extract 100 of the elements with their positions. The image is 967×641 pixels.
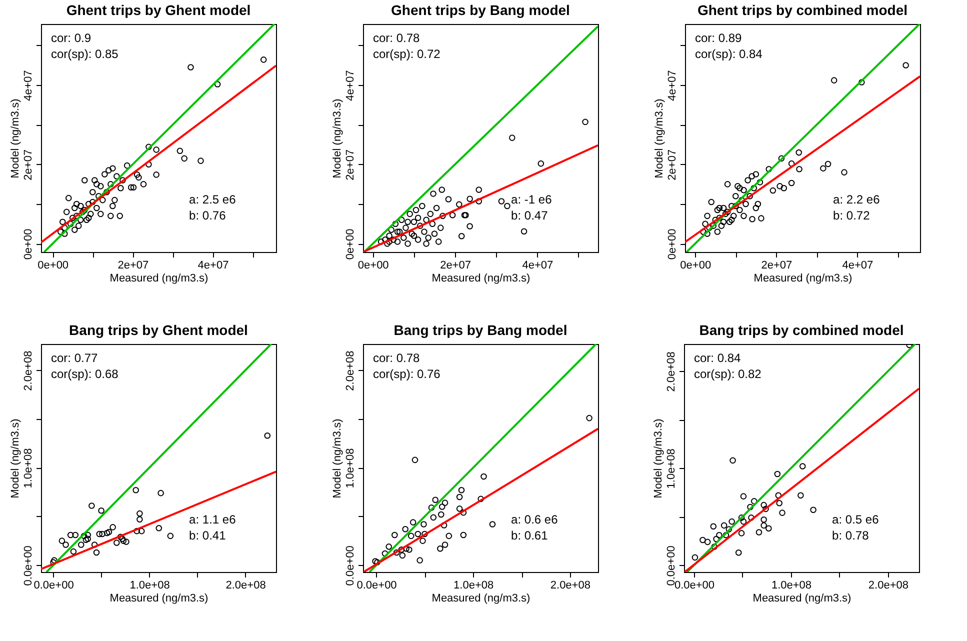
point xyxy=(716,204,723,212)
annotation: cor: 0.78 xyxy=(373,351,420,365)
point xyxy=(758,215,764,222)
point xyxy=(423,240,430,247)
point xyxy=(582,118,588,126)
y-axis-title: Model (ng/m3.s) xyxy=(654,98,666,178)
point xyxy=(708,198,714,206)
point xyxy=(728,216,735,224)
point xyxy=(722,532,730,538)
point xyxy=(776,500,782,506)
x-tick-label: 2.0e+08 xyxy=(868,580,909,592)
point xyxy=(420,521,427,528)
point xyxy=(108,212,114,220)
chart-title: Bang trips by Ghent model xyxy=(69,322,248,338)
point xyxy=(796,166,802,172)
point xyxy=(419,202,426,210)
annotation: b: 0.76 xyxy=(189,208,226,223)
point xyxy=(118,185,124,192)
point xyxy=(740,493,747,500)
point xyxy=(181,155,188,162)
point xyxy=(153,172,160,178)
point xyxy=(59,218,66,226)
point xyxy=(710,222,717,229)
point xyxy=(756,529,762,536)
point xyxy=(438,186,446,193)
point xyxy=(718,222,725,229)
point xyxy=(810,506,816,514)
point xyxy=(770,187,776,194)
point xyxy=(402,224,409,231)
point xyxy=(386,232,392,239)
point xyxy=(374,559,380,566)
point xyxy=(410,519,416,526)
point xyxy=(146,161,152,168)
point xyxy=(120,177,126,184)
point xyxy=(386,544,392,550)
point xyxy=(760,516,767,523)
point xyxy=(438,511,444,518)
point xyxy=(414,214,422,222)
point xyxy=(442,500,448,506)
point xyxy=(98,507,104,514)
point xyxy=(188,64,194,70)
point xyxy=(736,185,743,192)
point xyxy=(504,202,510,210)
point xyxy=(427,210,434,218)
point xyxy=(72,532,79,538)
x-tick-label: 0.0e+00 xyxy=(674,580,715,592)
point xyxy=(754,200,762,208)
x-tick-label: 4e+07 xyxy=(842,260,874,272)
annotation: cor(sp): 0.84 xyxy=(695,47,763,61)
point xyxy=(720,204,727,212)
point xyxy=(77,202,84,210)
point xyxy=(93,549,100,556)
point xyxy=(778,155,785,162)
point xyxy=(110,202,116,210)
point xyxy=(134,528,140,534)
point xyxy=(766,525,772,532)
point xyxy=(90,188,96,196)
point xyxy=(130,184,137,191)
point xyxy=(136,516,143,523)
y-axis-title: Model (ng/m3.s) xyxy=(10,418,22,498)
y-tick-label: 1.0e+08 xyxy=(22,448,34,488)
point xyxy=(766,166,772,172)
y-tick-label: 4e+07 xyxy=(22,70,34,102)
annotation: cor(sp): 0.85 xyxy=(51,47,119,61)
point xyxy=(167,532,174,540)
point xyxy=(466,223,473,230)
point xyxy=(156,525,162,532)
point xyxy=(136,510,143,517)
point xyxy=(82,536,90,543)
point xyxy=(403,545,410,552)
point xyxy=(748,514,754,521)
x-tick-label: 2e+07 xyxy=(440,260,471,272)
point xyxy=(726,526,732,532)
point xyxy=(700,536,706,544)
point xyxy=(214,81,221,88)
point xyxy=(738,514,745,521)
y-tick-label: 2e+07 xyxy=(344,149,356,180)
point xyxy=(176,148,184,154)
point xyxy=(489,521,496,528)
chart-title: Ghent trips by combined model xyxy=(697,2,908,18)
point xyxy=(81,177,88,184)
annotation: cor: 0.84 xyxy=(694,351,742,365)
annotation: b: 0.47 xyxy=(511,208,548,223)
y-axis-title: Model (ng/m3.s) xyxy=(10,98,22,178)
annotation: a: 2.2 e6 xyxy=(833,192,880,207)
point xyxy=(774,470,781,478)
point xyxy=(138,528,145,534)
point xyxy=(746,192,753,200)
annotation: cor: 0.89 xyxy=(695,31,742,45)
x-tick-label: 2e+07 xyxy=(118,260,149,272)
point xyxy=(704,230,710,237)
point xyxy=(406,210,413,218)
point xyxy=(429,220,436,227)
point xyxy=(87,210,94,218)
point xyxy=(198,158,204,164)
point xyxy=(58,538,66,544)
point xyxy=(710,523,717,530)
y-tick-label: 4e+07 xyxy=(344,70,356,102)
point xyxy=(91,542,98,548)
annotation: b: 0.41 xyxy=(189,528,226,543)
